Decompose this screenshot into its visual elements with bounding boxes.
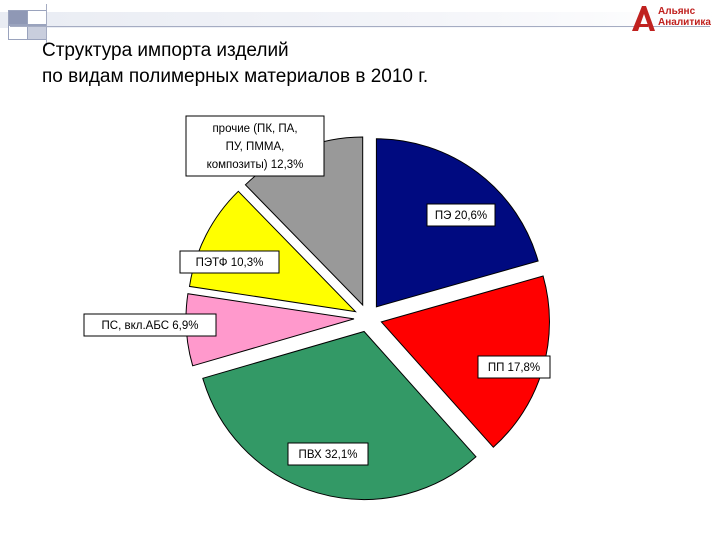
header-decor-squares — [0, 0, 80, 45]
data-label-box — [426, 203, 496, 227]
data-label-box — [185, 115, 325, 177]
title-line-2: по видам полимерных материалов в 2010 г. — [42, 66, 429, 87]
data-label-box — [287, 442, 369, 466]
header-rule-horizontal — [10, 26, 710, 27]
data-label-box — [83, 313, 217, 337]
data-label: композиты) 12,3% — [207, 159, 304, 171]
data-label-box — [179, 250, 280, 274]
data-label-box — [477, 355, 551, 379]
data-label: ПС, вкл.АБС 6,9% — [102, 320, 199, 332]
company-logo: Альянс Аналитика — [630, 2, 716, 42]
data-label: ПП 17,8% — [488, 362, 540, 374]
data-label: ПЭ 20,6% — [435, 210, 487, 222]
pie-slice — [202, 330, 477, 500]
data-label: ПВХ 32,1% — [299, 449, 358, 461]
data-label: ПЭТФ 10,3% — [196, 257, 264, 269]
header-decor-bar — [0, 12, 720, 28]
data-label: ПУ, ПММА, — [226, 141, 285, 153]
logo-text: Альянс Аналитика — [658, 6, 711, 28]
page-title: Структура импорта изделий по видам полим… — [42, 38, 428, 90]
title-line-1: Структура импорта изделий — [42, 40, 289, 61]
header-rule-vertical — [46, 4, 47, 46]
data-label: прочие (ПК, ПА, — [212, 123, 297, 135]
logo-mark-icon — [632, 6, 655, 31]
